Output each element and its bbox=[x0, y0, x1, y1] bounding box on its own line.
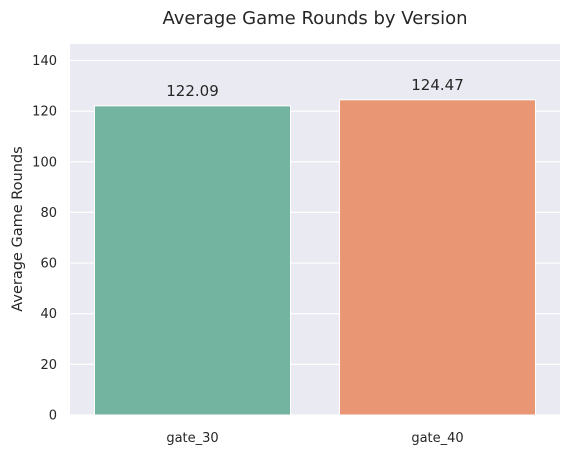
data-label-gate_30: 122.09 bbox=[166, 82, 219, 100]
data-label-gate_40: 124.47 bbox=[411, 76, 464, 94]
y-axis-label: Average Game Rounds bbox=[10, 146, 26, 311]
bars bbox=[94, 99, 536, 416]
y-tick-label: 100 bbox=[32, 155, 57, 170]
x-axis-ticks: gate_30 gate_40 bbox=[166, 431, 463, 446]
bar-gate_30 bbox=[94, 105, 291, 416]
bar-gate_40 bbox=[339, 99, 536, 416]
y-tick-label: 0 bbox=[49, 409, 57, 424]
chart-title: Average Game Rounds by Version bbox=[163, 8, 468, 29]
data-labels: 122.09 124.47 bbox=[166, 76, 464, 100]
y-tick-label: 120 bbox=[32, 105, 57, 120]
x-tick-label: gate_40 bbox=[411, 431, 463, 446]
x-tick-label: gate_30 bbox=[166, 431, 218, 446]
y-tick-label: 60 bbox=[40, 257, 57, 272]
y-tick-label: 40 bbox=[40, 307, 57, 322]
y-tick-label: 80 bbox=[40, 206, 57, 221]
y-tick-label: 20 bbox=[40, 358, 57, 373]
y-tick-label: 140 bbox=[32, 54, 57, 69]
y-axis-ticks: 0 20 40 60 80 100 120 140 bbox=[32, 54, 57, 424]
